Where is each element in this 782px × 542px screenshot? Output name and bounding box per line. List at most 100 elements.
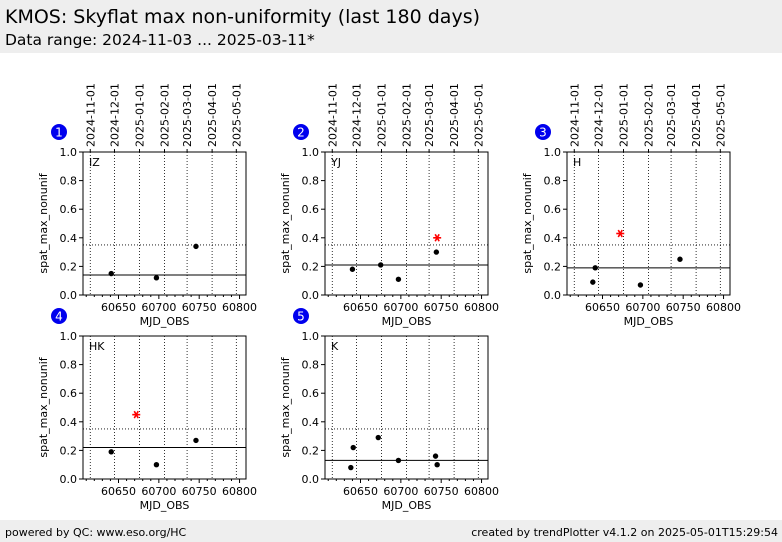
x-tick-label: 60800 xyxy=(464,301,499,314)
data-point xyxy=(375,434,381,441)
y-axis-label: spat_max_nonunif xyxy=(279,356,292,457)
plot-frame xyxy=(566,151,731,296)
y-axis-label: spat_max_nonunif xyxy=(37,356,50,457)
plot-panel-1: 0.0 0.2 0.4 0.6 0.8 1.0 60650 60700 60750 60800 20… xyxy=(37,83,257,328)
outlier-point xyxy=(433,233,442,242)
x-tick-label: 60700 xyxy=(383,485,418,498)
panel-badge-number: 2 xyxy=(297,126,305,140)
top-tick-label: 2025-03-01 xyxy=(423,83,436,147)
x-tick-label: 60750 xyxy=(182,301,217,314)
data-point xyxy=(395,276,402,282)
data-point xyxy=(350,444,356,451)
top-tick-label: 2025-04-01 xyxy=(448,83,461,147)
y-tick-label: 0.0 xyxy=(60,473,78,486)
data-point xyxy=(193,437,199,444)
y-axis-label: spat_max_nonunif xyxy=(37,172,50,273)
panel-badge xyxy=(293,124,309,140)
y-tick-label: 0.8 xyxy=(60,175,78,188)
top-tick-label: 2025-05-01 xyxy=(230,83,243,147)
data-point xyxy=(108,449,114,455)
outlier-point xyxy=(616,229,625,238)
page-footer: powered by QC: www.eso.org/HC created by… xyxy=(0,520,782,542)
y-tick-label: 1.0 xyxy=(302,146,320,159)
band-label: K xyxy=(331,340,339,353)
x-tick-label: 60650 xyxy=(585,301,620,314)
x-axis-label: MJD_OBS xyxy=(382,315,432,328)
footer-generator: created by trendPlotter v4.1.2 on 2025-0… xyxy=(471,526,778,539)
data-point xyxy=(592,265,598,271)
top-tick-label: 2025-03-01 xyxy=(665,83,678,147)
top-tick-label: 2025-02-01 xyxy=(159,83,172,147)
y-tick-label: 0.4 xyxy=(544,232,562,245)
data-point xyxy=(377,262,384,268)
y-tick-label: 0.6 xyxy=(302,203,320,216)
page-header: KMOS: Skyflat max non-uniformity (last 1… xyxy=(0,0,782,53)
x-tick-label: 60650 xyxy=(101,485,136,498)
data-point xyxy=(677,256,683,262)
top-tick-label: 2025-02-01 xyxy=(401,83,414,147)
data-point xyxy=(153,275,160,281)
top-tick-label: 2024-12-01 xyxy=(592,83,605,147)
y-tick-label: 0.2 xyxy=(544,260,562,273)
y-tick-label: 0.0 xyxy=(544,289,562,302)
top-tick-label: 2024-11-01 xyxy=(326,83,339,147)
data-point xyxy=(108,270,114,277)
page-subtitle: Data range: 2024-11-03 ... 2025-03-11* xyxy=(5,31,315,49)
top-tick-label: 2025-01-01 xyxy=(617,83,630,147)
y-tick-label: 0.8 xyxy=(302,175,320,188)
y-tick-label: 0.2 xyxy=(302,260,320,273)
y-tick-label: 0.2 xyxy=(60,444,78,457)
x-tick-label: 60650 xyxy=(343,485,378,498)
plot-panel-4: 0.0 0.2 0.4 0.6 0.8 1.0 60650 60700 60750 60800 MJ… xyxy=(37,308,257,512)
x-tick-label: 60800 xyxy=(222,485,257,498)
band-label: IZ xyxy=(89,156,100,169)
page-title: KMOS: Skyflat max non-uniformity (last 1… xyxy=(5,6,480,28)
y-tick-label: 0.0 xyxy=(60,289,78,302)
band-label: YJ xyxy=(330,156,341,169)
x-tick-label: 60750 xyxy=(424,485,459,498)
top-tick-label: 2024-12-01 xyxy=(350,83,363,147)
top-tick-label: 2025-05-01 xyxy=(472,83,485,147)
y-tick-label: 0.4 xyxy=(60,416,78,429)
top-tick-label: 2024-12-01 xyxy=(108,83,121,147)
band-label: H xyxy=(573,156,581,169)
y-tick-label: 0.8 xyxy=(544,175,562,188)
top-tick-label: 2024-11-01 xyxy=(84,83,97,147)
top-tick-label: 2025-05-01 xyxy=(714,83,727,147)
panel-badge-number: 3 xyxy=(539,126,547,140)
y-tick-label: 0.0 xyxy=(302,473,320,486)
data-point xyxy=(433,249,440,255)
y-tick-label: 1.0 xyxy=(60,330,78,343)
panel-badge-number: 4 xyxy=(55,310,63,324)
y-tick-label: 0.4 xyxy=(60,232,78,245)
y-tick-label: 0.6 xyxy=(302,387,320,400)
data-point xyxy=(153,462,160,468)
top-tick-label: 2025-02-01 xyxy=(643,83,656,147)
plot-frame xyxy=(82,335,247,480)
y-tick-label: 0.8 xyxy=(302,359,320,372)
data-point xyxy=(395,457,402,464)
y-tick-label: 1.0 xyxy=(302,330,320,343)
panel-badge-number: 5 xyxy=(297,310,305,324)
x-axis-label: MJD_OBS xyxy=(140,315,190,328)
plot-panel-3: 0.0 0.2 0.4 0.6 0.8 1.0 60650 60700 60750 60800 20… xyxy=(521,83,741,328)
y-tick-label: 0.2 xyxy=(302,444,320,457)
x-tick-label: 60750 xyxy=(182,485,217,498)
y-tick-label: 0.2 xyxy=(60,260,78,273)
top-tick-label: 2025-03-01 xyxy=(181,83,194,147)
data-point xyxy=(348,464,354,471)
y-axis-label: spat_max_nonunif xyxy=(521,172,534,273)
y-tick-label: 0.4 xyxy=(302,232,320,245)
plot-frame xyxy=(324,335,489,480)
footer-credit: powered by QC: www.eso.org/HC xyxy=(5,526,187,539)
x-tick-label: 60700 xyxy=(625,301,660,314)
x-tick-label: 60800 xyxy=(222,301,257,314)
data-point xyxy=(590,279,596,285)
outlier-point xyxy=(132,410,141,419)
x-tick-label: 60700 xyxy=(141,301,176,314)
top-tick-label: 2024-11-01 xyxy=(568,83,581,147)
x-tick-label: 60700 xyxy=(383,301,418,314)
y-tick-label: 1.0 xyxy=(544,146,562,159)
x-tick-label: 60700 xyxy=(141,485,176,498)
x-tick-label: 60800 xyxy=(464,485,499,498)
